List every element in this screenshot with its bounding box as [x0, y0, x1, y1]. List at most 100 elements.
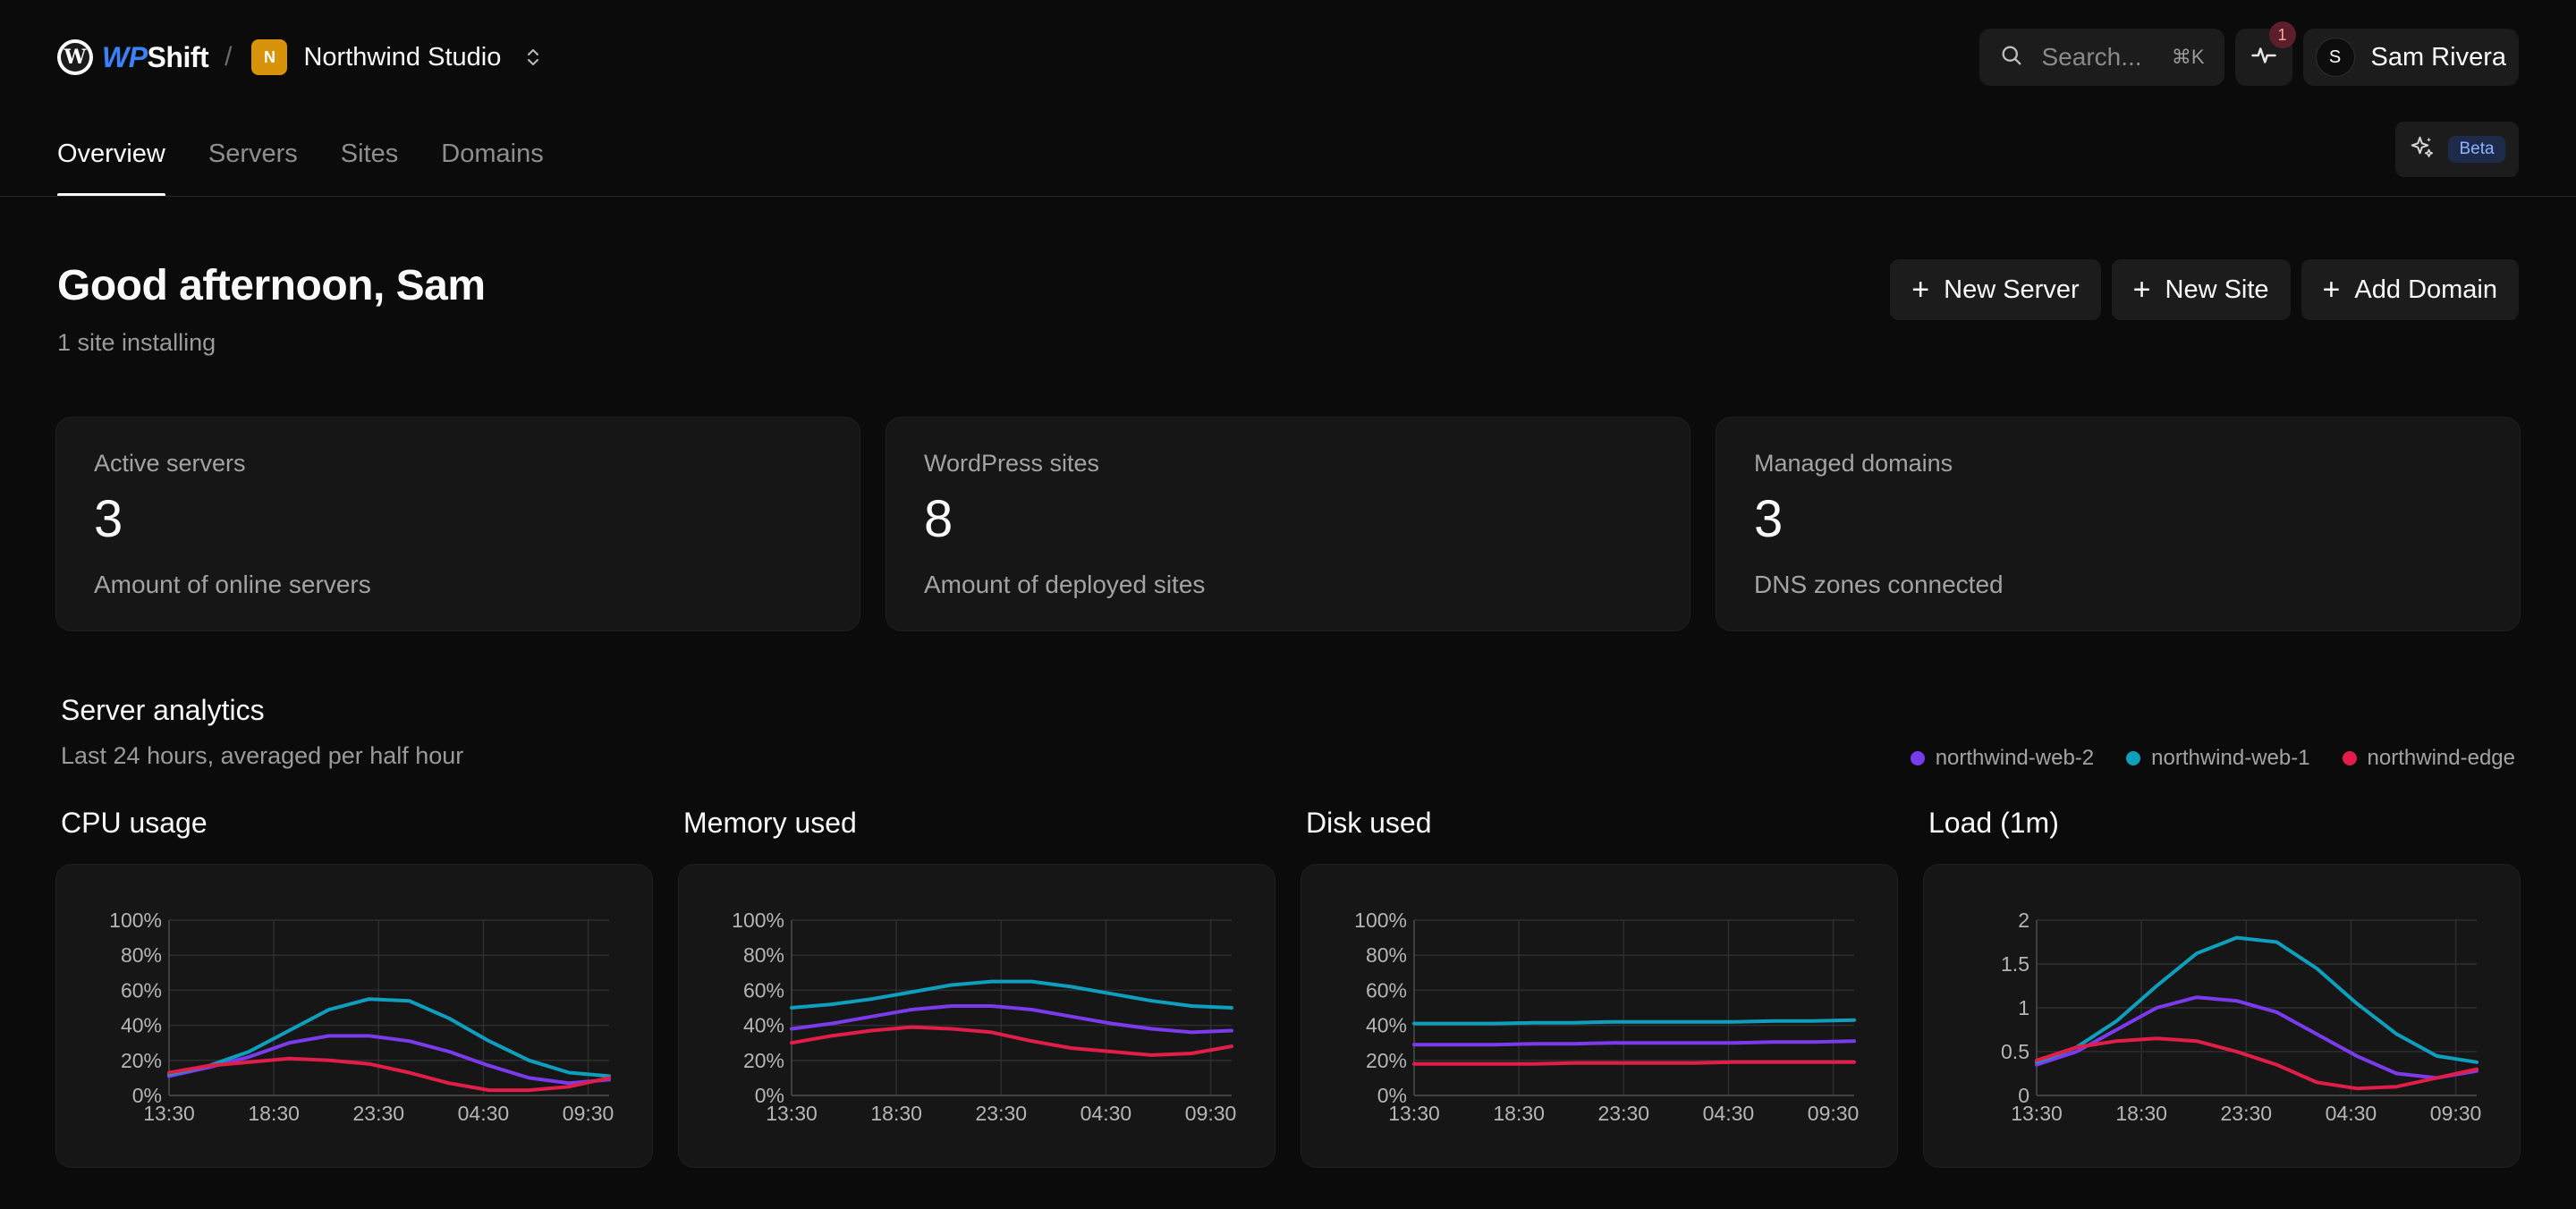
analytics-title: Server analytics	[61, 694, 265, 726]
y-tick-label: 40%	[743, 1014, 784, 1037]
y-tick-label: 0%	[1377, 1084, 1407, 1107]
y-tick-label: 0%	[755, 1084, 784, 1107]
brand-logo[interactable]: W WPShift	[57, 39, 209, 75]
activity-pulse-icon	[2250, 42, 2277, 73]
load-chart: 0 0.5 1 1.5 2 13:30 18:30 23:30 04:30 09:30	[2001, 909, 2482, 1125]
chart-card-disk: 0% 20% 40% 60% 80% 100% 13:30 18:30 23:30 04:30 09…	[1301, 864, 1898, 1168]
x-tick-label: 23:30	[976, 1102, 1028, 1125]
x-tick-label: 13:30	[1388, 1102, 1440, 1125]
avatar: S	[2315, 38, 2355, 77]
x-tick-label: 09:30	[1808, 1102, 1860, 1125]
legend-swatch	[1910, 751, 1925, 765]
chart-title-load: Load (1m)	[1928, 807, 2059, 839]
y-tick-label: 60%	[121, 978, 162, 1002]
y-tick-label: 80%	[1366, 943, 1407, 967]
y-tick-label: 0%	[132, 1084, 162, 1107]
new-server-button[interactable]: + New Server	[1890, 259, 2101, 320]
tab-overview[interactable]: Overview	[57, 125, 165, 197]
y-tick-label: 20%	[1366, 1049, 1407, 1072]
chart-card-cpu: 0% 20% 40% 60% 80% 100% 13:30 18:30 23:30 04:30 09…	[55, 864, 653, 1168]
org-switcher[interactable]: N Northwind Studio	[251, 39, 546, 75]
series-line-northwind-web-1	[1412, 1018, 1856, 1026]
new-site-button[interactable]: + New Site	[2111, 259, 2291, 320]
main-tabs: Overview Servers Sites Domains	[57, 125, 544, 197]
chart-card-load: 0 0.5 1 1.5 2 13:30 18:30 23:30 04:30 09:30	[1923, 864, 2521, 1168]
search-input[interactable]: Search... ⌘K	[1979, 29, 2224, 86]
stat-card-sites[interactable]: WordPress sites 8 Amount of deployed sit…	[886, 417, 1690, 631]
x-tick-label: 04:30	[458, 1102, 510, 1125]
y-tick-label: 1	[2018, 996, 2029, 1019]
stat-description: Amount of deployed sites	[924, 571, 1206, 598]
stat-value: 3	[1754, 490, 1784, 548]
stat-card-servers[interactable]: Active servers 3 Amount of online server…	[55, 417, 860, 631]
stat-card-domains[interactable]: Managed domains 3 DNS zones connected	[1716, 417, 2521, 631]
x-tick-label: 23:30	[1598, 1102, 1650, 1125]
series-line-northwind-web-2	[790, 1004, 1233, 1035]
user-name: Sam Rivera	[2370, 42, 2507, 72]
legend-item[interactable]: northwind-web-2	[1910, 746, 2094, 771]
user-menu[interactable]: S Sam Rivera	[2302, 29, 2519, 86]
chart-title-memory: Memory used	[683, 807, 857, 839]
org-name: Northwind Studio	[303, 42, 502, 72]
top-bar: W WPShift / N Northwind Studio Search...…	[57, 21, 2519, 89]
stat-label: Active servers	[94, 450, 246, 477]
x-tick-label: 18:30	[870, 1102, 922, 1125]
quick-actions: + New Server + New Site + Add Domain	[1890, 259, 2519, 320]
search-shortcut: ⌘K	[2171, 46, 2205, 68]
x-tick-label: 04:30	[2326, 1102, 2377, 1125]
series-line-northwind-web-2	[1412, 1039, 1856, 1047]
x-tick-label: 23:30	[2221, 1102, 2273, 1125]
legend-item[interactable]: northwind-web-1	[2126, 746, 2310, 771]
stat-description: DNS zones connected	[1754, 571, 2004, 598]
ai-assistant-button[interactable]: Beta	[2395, 122, 2519, 177]
stat-value: 3	[94, 490, 123, 548]
brand-name: WPShift	[102, 40, 209, 73]
plus-icon: +	[1911, 273, 1930, 307]
wordpress-logo-icon: W	[57, 39, 93, 75]
search-icon	[1999, 43, 2024, 72]
tab-domains[interactable]: Domains	[441, 140, 544, 168]
tab-servers[interactable]: Servers	[208, 140, 298, 168]
chart-legend: northwind-web-2 northwind-web-1 northwin…	[1910, 746, 2515, 771]
add-domain-button[interactable]: + Add Domain	[2301, 259, 2519, 320]
stat-label: Managed domains	[1754, 450, 1953, 477]
org-avatar: N	[251, 39, 288, 75]
legend-item[interactable]: northwind-edge	[2342, 746, 2515, 771]
sparkles-icon	[2409, 134, 2436, 165]
cpu-chart: 0% 20% 40% 60% 80% 100% 13:30 18:30 23:30 04:30 09…	[109, 909, 614, 1125]
series-line-northwind-web-2	[2035, 995, 2479, 1080]
y-tick-label: 100%	[1354, 909, 1407, 932]
stat-label: WordPress sites	[924, 450, 1100, 477]
disk-chart: 0% 20% 40% 60% 80% 100% 13:30 18:30 23:30 04:30 09…	[1354, 909, 1860, 1125]
tab-sites[interactable]: Sites	[340, 140, 399, 168]
chevron-up-down-icon[interactable]	[521, 41, 546, 73]
x-tick-label: 09:30	[2430, 1102, 2482, 1125]
series-line-northwind-edge	[790, 1025, 1233, 1057]
plus-icon: +	[2322, 273, 2341, 307]
x-tick-label: 13:30	[766, 1102, 818, 1125]
y-tick-label: 40%	[121, 1014, 162, 1037]
legend-swatch	[2342, 751, 2357, 765]
analytics-subtitle: Last 24 hours, averaged per half hour	[61, 742, 464, 769]
stat-value: 8	[924, 490, 953, 548]
series-line-northwind-web-2	[167, 1034, 611, 1086]
beta-badge: Beta	[2448, 136, 2505, 163]
stat-cards: Active servers 3 Amount of online server…	[55, 417, 2521, 631]
y-tick-label: 80%	[743, 943, 784, 967]
y-tick-label: 40%	[1366, 1014, 1407, 1037]
breadcrumb-separator: /	[225, 42, 233, 72]
memory-chart: 0% 20% 40% 60% 80% 100% 13:30 18:30 23:30 04:30 09…	[732, 909, 1236, 1125]
stat-description: Amount of online servers	[94, 571, 371, 598]
x-tick-label: 13:30	[143, 1102, 195, 1125]
series-line-northwind-web-1	[167, 997, 611, 1078]
y-tick-label: 20%	[743, 1049, 784, 1072]
y-tick-label: 20%	[121, 1049, 162, 1072]
activity-button[interactable]: 1	[2234, 21, 2296, 86]
y-tick-label: 100%	[732, 909, 784, 932]
chart-title-disk: Disk used	[1306, 807, 1432, 839]
chart-card-memory: 0% 20% 40% 60% 80% 100% 13:30 18:30 23:30 04:30 09…	[678, 864, 1275, 1168]
x-tick-label: 04:30	[1080, 1102, 1132, 1125]
x-tick-label: 18:30	[248, 1102, 300, 1125]
y-tick-label: 2	[2018, 909, 2029, 932]
y-tick-label: 100%	[109, 909, 162, 932]
